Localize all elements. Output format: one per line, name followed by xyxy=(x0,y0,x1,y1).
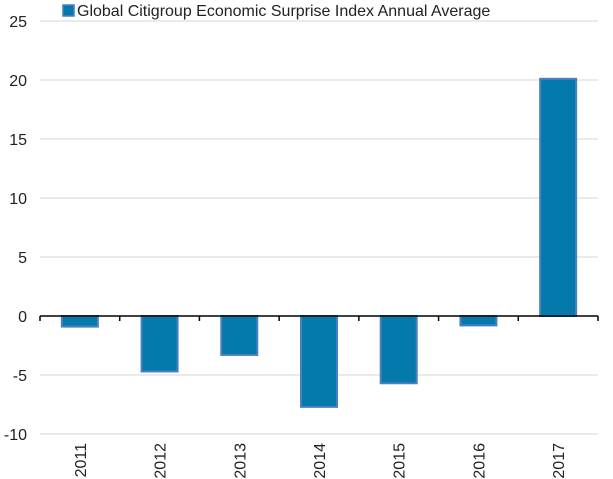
bar-2012 xyxy=(140,315,179,373)
x-axis-tick-labels: 2011 2012 2013 2014 2015 2016 2017 xyxy=(73,443,568,479)
x-tick-label: 2013 xyxy=(232,443,249,479)
y-tick-label: 5 xyxy=(18,250,27,267)
y-tick-label: 10 xyxy=(9,191,27,208)
bar-2016 xyxy=(459,315,498,327)
zero-axis xyxy=(39,315,599,321)
y-tick-label: 25 xyxy=(9,14,27,31)
x-tick-label: 2017 xyxy=(551,443,568,479)
x-tick-label: 2012 xyxy=(153,443,170,479)
y-tick-label: -5 xyxy=(13,368,27,385)
legend: Global Citigroup Economic Surprise Index… xyxy=(62,3,490,20)
y-tick-label: -10 xyxy=(4,427,27,444)
x-tick-label: 2015 xyxy=(392,443,409,479)
y-tick-label: 20 xyxy=(9,73,27,90)
x-tick-label: 2016 xyxy=(471,443,488,479)
y-tick-label: 0 xyxy=(18,309,27,326)
bar-2011 xyxy=(60,315,99,328)
bars xyxy=(60,77,578,408)
y-axis-tick-labels: 25 20 15 10 5 0 -5 -10 xyxy=(4,14,27,444)
bar-2013 xyxy=(220,315,259,356)
x-tick-label: 2014 xyxy=(312,443,329,479)
legend-swatch xyxy=(62,4,75,17)
legend-label: Global Citigroup Economic Surprise Index… xyxy=(77,3,490,20)
x-tick-label: 2011 xyxy=(73,443,90,478)
bar-2015 xyxy=(379,315,418,385)
y-tick-label: 15 xyxy=(9,132,27,149)
bar-2014 xyxy=(300,315,338,408)
bar-2017 xyxy=(539,77,578,317)
